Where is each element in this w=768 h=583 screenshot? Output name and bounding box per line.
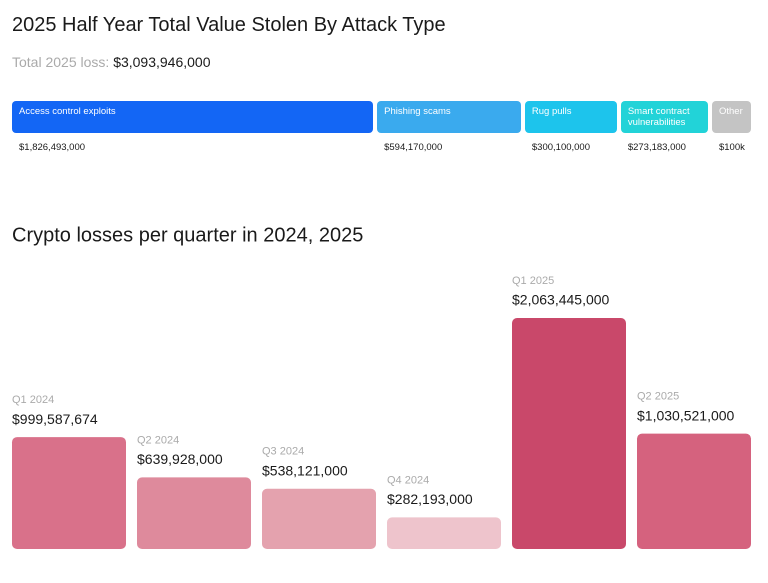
chart-title: 2025 Half Year Total Value Stolen By Att… [12,14,446,36]
segment-name: Smart contract vulnerabilities [627,106,690,128]
segment-value-label: $1,826,493,000 [19,142,86,153]
bar-category: Q2 2024 [137,434,179,446]
segment: Access control exploits $1,826,493,000 [12,101,374,153]
segment-value-label: $594,170,000 [384,142,443,153]
segment-name: Other [718,106,743,117]
bar [387,517,501,549]
segment-name: Rug pulls [531,106,572,117]
stacked-bar: Access control exploits $1,826,493,000 Phi… [12,101,751,153]
segment-bar: Access control exploits [12,101,374,133]
bar-value-label: $538,121,000 [262,462,348,478]
segment-name: Access control exploits [19,106,116,117]
bar-value-label: $282,193,000 [387,491,473,507]
segment-bar: Rug pulls [524,101,617,133]
bar-value-label: $1,030,521,000 [637,407,735,423]
segment: Smart contract vulnerabilities $273,183,0… [620,101,708,153]
bar [12,437,126,549]
chart-title: Crypto losses per quarter in 2024, 2025 [12,224,363,246]
bar [262,488,376,549]
bar-category: Q4 2024 [387,474,429,486]
bar-value-label: $999,587,674 [12,411,98,427]
bar [637,433,751,549]
bar-category: Q1 2025 [512,275,554,287]
segment: Rug pulls $300,100,000 [524,101,617,153]
bar-category: Q1 2024 [12,394,54,406]
bar-category: Q3 2024 [262,446,304,458]
bar-value-label: $639,928,000 [137,451,223,467]
segment-value-label: $300,100,000 [531,142,591,153]
bar [512,318,626,549]
total-line: Total 2025 loss: $3,093,946,000 [12,54,211,70]
bar-value-label: $2,063,445,000 [512,292,610,308]
segment: Phishing scams $594,170,000 [377,101,521,153]
segment-bar: Phishing scams [377,101,521,133]
segment-value-label: $100k [718,142,745,153]
total-label: Total 2025 loss: [12,54,110,70]
segment-bar: Smart contract vulnerabilities [620,101,708,133]
chart: Crypto losses per quarter in 2024, 2025 … [12,224,751,549]
bar [137,477,251,549]
segment-name: Phishing scams [384,106,451,117]
total-value: $3,093,946,000 [113,54,211,70]
segment-bar: Other [711,101,751,133]
bar-category: Q2 2025 [637,391,679,403]
segment-value-label: $273,183,000 [627,142,686,153]
segment: Other $100k [711,101,751,153]
